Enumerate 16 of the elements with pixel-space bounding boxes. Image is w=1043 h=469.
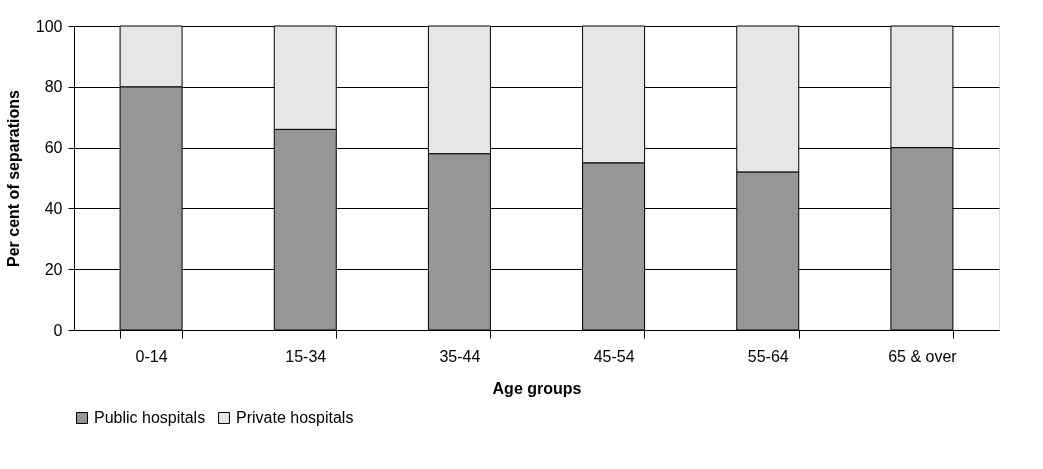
x-tick-label: 55-64 [747, 347, 789, 365]
x-tick-label: 15-34 [285, 347, 327, 365]
legend-label: Private hospitals [236, 409, 354, 426]
x-tick-label: 65 & over [888, 347, 958, 365]
x-axis-title: Age groups [492, 379, 582, 397]
y-tick-label: 60 [44, 139, 63, 157]
legend-label: Public hospitals [94, 409, 206, 426]
y-tick-label: 20 [44, 260, 63, 278]
x-tick-label: 45-54 [593, 347, 635, 365]
y-tick-label: 0 [53, 321, 63, 339]
y-axis-title: Per cent of separations [4, 89, 22, 267]
y-tick-label: 100 [35, 17, 63, 35]
y-tick-label: 80 [44, 78, 63, 96]
x-tick-label: 0-14 [135, 347, 168, 365]
x-tick-label: 35-44 [439, 347, 481, 365]
y-tick-label: 40 [44, 199, 63, 217]
